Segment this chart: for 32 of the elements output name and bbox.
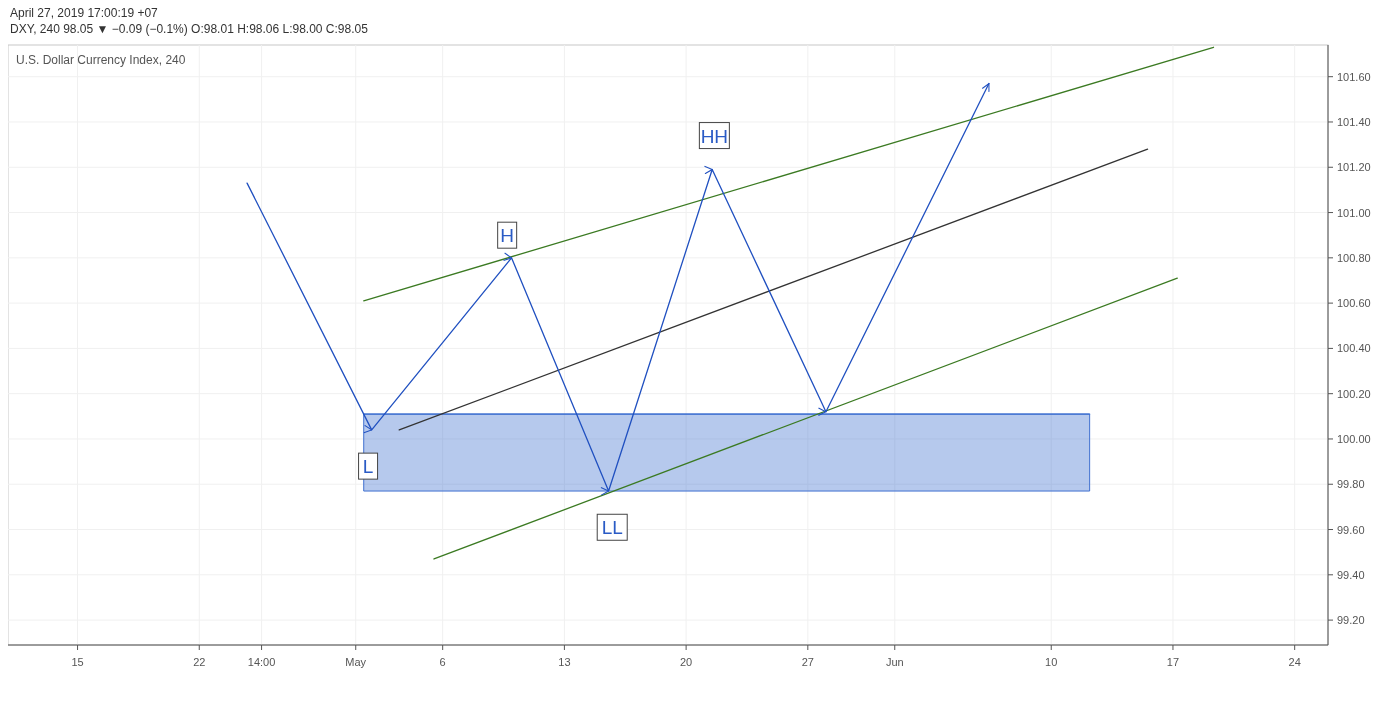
text: DXY, 240 98.05 ▼ −0.09 (−0.1%) O:98.01 H:98.06 L:98.00 C:98.05 [10,22,369,36]
annotation: LL [601,517,623,539]
y-tick-label: 100.40 [1337,342,1371,355]
y-tick-label: 99.20 [1337,614,1365,627]
x-tick-label: 6 [439,656,446,668]
y-tick-label: 101.20 [1337,161,1371,174]
y-tick-label: 99.40 [1337,568,1365,581]
x-tick-label: Jun [885,656,904,668]
x-tick-label: 20 [679,656,693,668]
x-tick-label: 13 [558,656,571,668]
x-tick-label: 14:00 [247,656,276,668]
y-tick-label: 100.80 [1337,251,1371,264]
y-tick-label: 100.20 [1337,387,1371,400]
y-tick-label: 99.60 [1337,523,1365,536]
y-tick-label: 99.80 [1337,478,1365,491]
x-tick-label: 15 [71,656,84,668]
chart-subtitle: April 27, 2019 17:00:19 +07 [10,6,159,20]
x-tick-label: 17 [1166,656,1180,668]
x-tick-label: 27 [801,656,814,668]
y-tick-label: 100.60 [1337,297,1371,310]
x-tick-label: 24 [1288,656,1301,668]
y-tick-label: 100.00 [1337,432,1371,445]
y-tick-label: 101.00 [1337,206,1371,219]
x-tick-label: May [345,656,367,668]
annotation: HH [700,125,729,147]
annotation: H [500,225,515,247]
y-tick-label: 101.40 [1337,115,1371,128]
x-tick-label: 10 [1045,656,1058,668]
y-tick-label: 101.60 [1337,70,1371,83]
annotation: L [362,456,374,478]
text: U.S. Dollar Currency Index, 240 [16,53,186,67]
x-tick-label: 22 [193,656,206,668]
